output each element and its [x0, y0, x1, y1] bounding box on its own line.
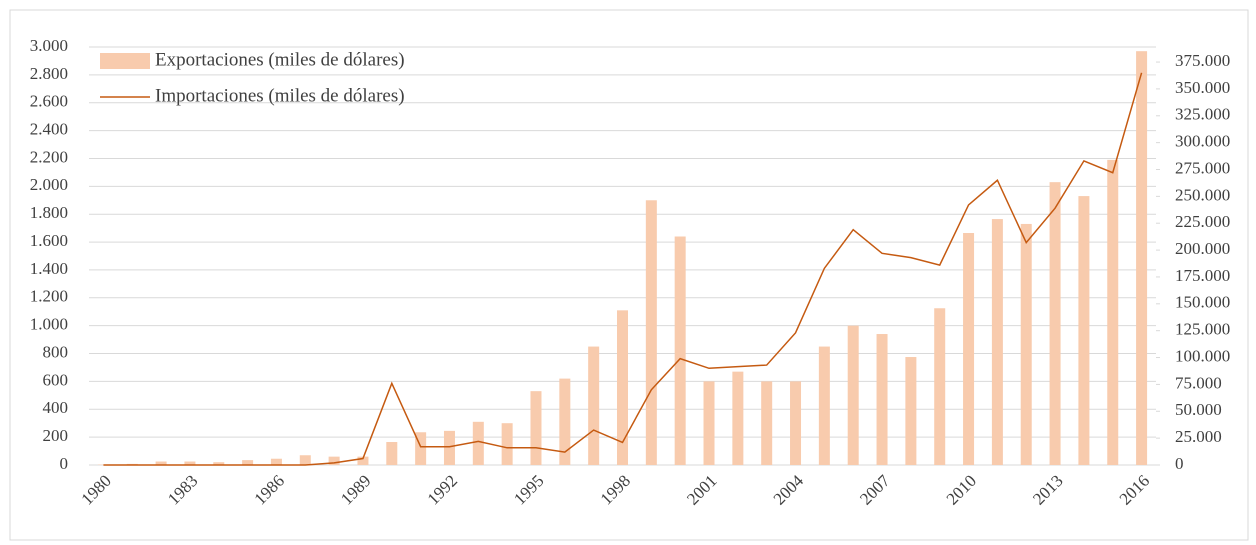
bar — [443, 430, 455, 465]
bar — [501, 423, 513, 465]
y-tick-label: 400 — [43, 398, 69, 417]
y-tick-label: 1.600 — [30, 231, 68, 250]
y-tick-label: 800 — [43, 342, 69, 361]
bar — [242, 460, 254, 465]
bar — [617, 310, 628, 465]
y2-tick-label: 125.000 — [1175, 320, 1230, 339]
x-tick-label: 1998 — [597, 471, 634, 508]
bar — [1136, 51, 1148, 466]
x-tick-label: 2013 — [1029, 471, 1066, 508]
bar — [559, 378, 571, 465]
bar — [1078, 196, 1090, 465]
legend-swatch — [100, 53, 150, 69]
bar — [530, 391, 542, 465]
y2-tick-label: 100.000 — [1175, 346, 1230, 365]
bar — [761, 381, 773, 465]
x-tick-label: 1989 — [337, 471, 374, 508]
y2-tick-label: 200.000 — [1175, 239, 1230, 258]
x-tick-label: 1992 — [424, 471, 461, 508]
y2-tick-label: 275.000 — [1175, 158, 1230, 177]
bar — [184, 461, 196, 465]
x-tick-label: 2007 — [856, 471, 894, 509]
bar — [270, 458, 282, 465]
bar — [213, 462, 225, 465]
y2-tick-label: 150.000 — [1175, 293, 1230, 312]
bar — [674, 236, 686, 465]
legend-label: Importaciones (miles de dólares) — [155, 85, 405, 106]
y-tick-label: 2.600 — [30, 92, 68, 111]
bar — [386, 442, 398, 465]
bar — [963, 233, 975, 465]
bar — [876, 334, 888, 465]
x-tick-label: 2001 — [683, 471, 720, 508]
legend-label: Exportaciones (miles de dólares) — [155, 49, 405, 70]
bar — [934, 308, 946, 465]
bar — [991, 219, 1003, 465]
x-tick-label: 2016 — [1116, 471, 1153, 508]
y2-tick-label: 300.000 — [1175, 132, 1230, 151]
y-tick-label: 0 — [60, 454, 69, 473]
y2-tick-label: 25.000 — [1175, 427, 1222, 446]
y2-tick-label: 350.000 — [1175, 78, 1230, 97]
y-tick-label: 3.000 — [30, 36, 68, 55]
x-tick-label: 2010 — [943, 471, 980, 508]
bar — [588, 346, 600, 465]
bar — [732, 371, 744, 465]
x-tick-label: 1995 — [510, 471, 547, 508]
y-tick-label: 2.200 — [30, 147, 68, 166]
y-tick-label: 1.000 — [30, 315, 68, 334]
line — [103, 72, 1143, 466]
bar — [703, 381, 715, 465]
y2-tick-label: 375.000 — [1175, 51, 1230, 70]
y-tick-label: 200 — [43, 426, 69, 445]
y2-tick-label: 225.000 — [1175, 212, 1230, 231]
bar — [299, 455, 311, 465]
bar — [818, 346, 830, 465]
x-tick-label: 1983 — [164, 471, 201, 508]
y-tick-label: 2.400 — [30, 120, 68, 139]
y-tick-label: 2.800 — [30, 64, 68, 83]
bar — [357, 456, 369, 465]
bar — [645, 200, 657, 465]
y-tick-label: 2.000 — [30, 175, 68, 194]
bar — [1049, 182, 1061, 466]
y2-tick-label: 0 — [1175, 454, 1184, 473]
y-tick-label: 1.400 — [30, 259, 68, 278]
bar — [1020, 223, 1032, 465]
bar — [1107, 159, 1119, 466]
bar — [847, 325, 859, 465]
chart-frame — [9, 9, 1249, 541]
y2-tick-label: 250.000 — [1175, 185, 1230, 204]
y2-tick-label: 175.000 — [1175, 266, 1230, 285]
x-tick-label: 1980 — [78, 471, 115, 508]
bar — [905, 357, 917, 465]
y2-tick-label: 75.000 — [1175, 373, 1222, 392]
bar — [790, 381, 802, 465]
bar — [472, 421, 484, 465]
x-tick-label: 2004 — [770, 471, 808, 509]
y2-tick-label: 50.000 — [1175, 400, 1222, 419]
bar — [415, 432, 427, 465]
y-tick-label: 1.200 — [30, 287, 68, 306]
bar — [155, 461, 167, 465]
y-tick-label: 600 — [43, 370, 69, 389]
y2-tick-label: 325.000 — [1175, 105, 1230, 124]
y-tick-label: 1.800 — [30, 203, 68, 222]
bar — [328, 456, 340, 465]
x-tick-label: 1986 — [251, 471, 288, 508]
